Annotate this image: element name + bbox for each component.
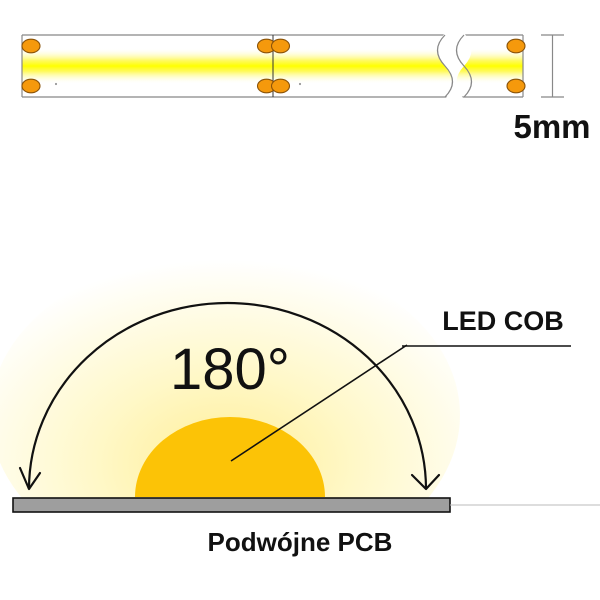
svg-text:Podwójne PCB: Podwójne PCB: [208, 527, 393, 557]
svg-text:180°: 180°: [170, 337, 290, 402]
svg-text:5mm: 5mm: [513, 108, 590, 145]
svg-text:LED COB: LED COB: [442, 306, 564, 336]
